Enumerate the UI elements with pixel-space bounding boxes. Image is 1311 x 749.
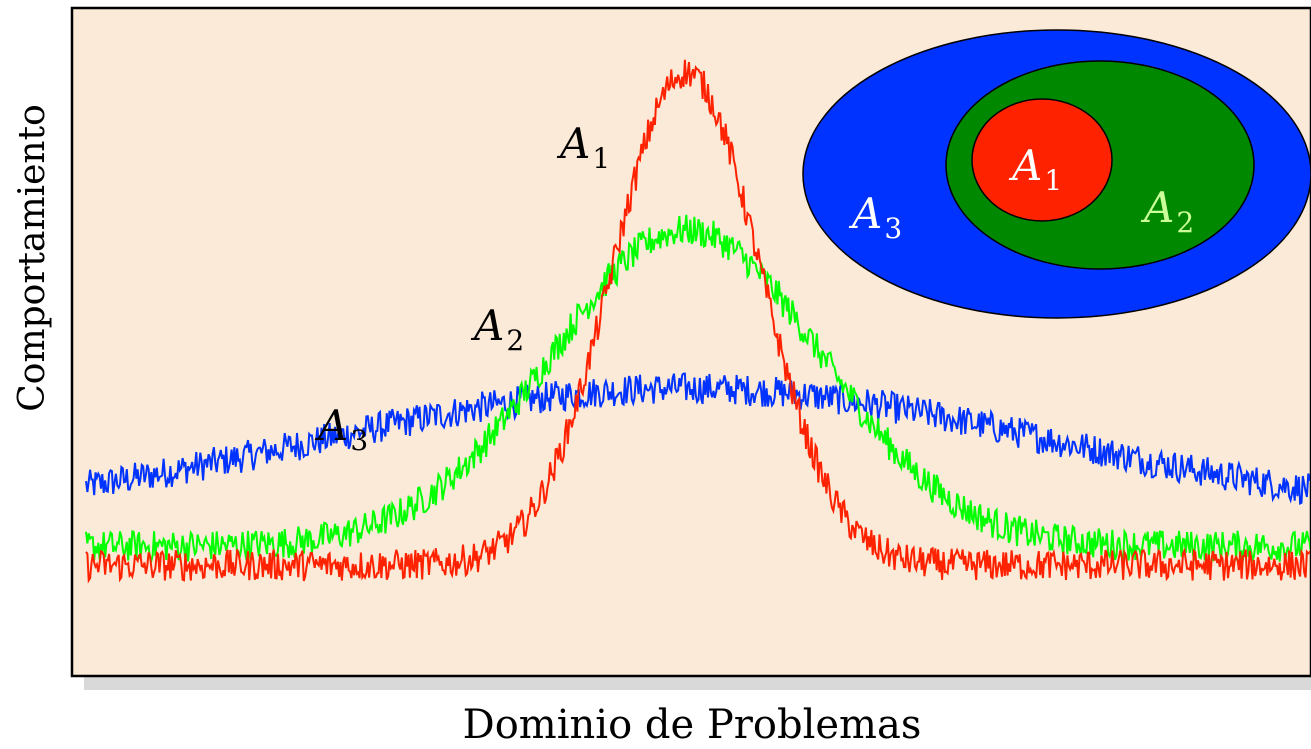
set-a1-ellipse bbox=[971, 98, 1113, 222]
curves-group bbox=[85, 59, 1310, 584]
series-line-a2 bbox=[85, 214, 1310, 564]
set-label-a2: A2 bbox=[1140, 183, 1194, 239]
series-label-a1: A1 bbox=[556, 119, 610, 175]
series-label-a2: A2 bbox=[470, 301, 524, 357]
x-axis-label: Dominio de Problemas bbox=[463, 702, 922, 748]
series-line-a3 bbox=[85, 372, 1310, 505]
set-label-a3: A3 bbox=[848, 189, 902, 245]
y-axis-label: Comportamiento bbox=[12, 104, 53, 412]
series-label-a3: A3 bbox=[314, 401, 368, 457]
series-line-a1 bbox=[85, 59, 1310, 584]
set-label-a1: A1 bbox=[1008, 141, 1062, 197]
nested-sets-inset: A3 A2 A1 bbox=[802, 29, 1311, 319]
